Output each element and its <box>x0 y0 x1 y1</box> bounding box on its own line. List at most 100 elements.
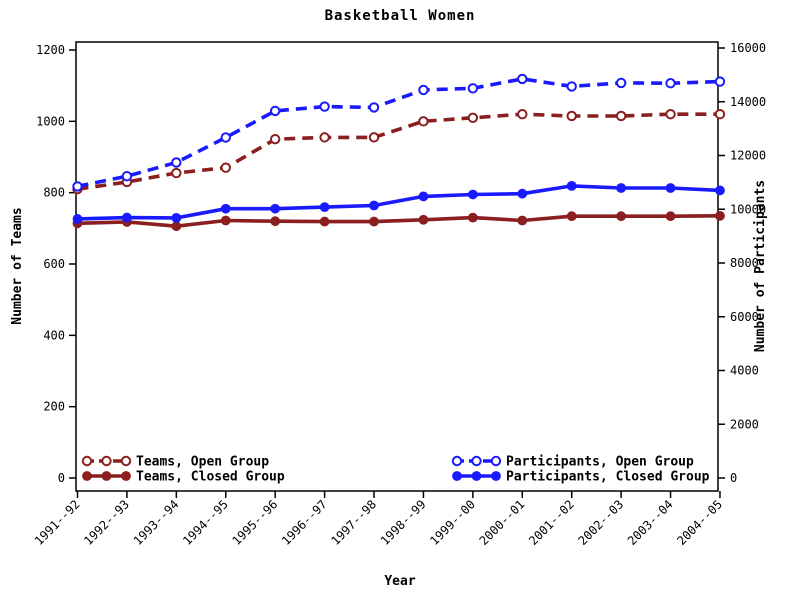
data-point-open <box>72 181 83 192</box>
data-point-filled <box>319 202 330 213</box>
y-right-tick-label: 16000 <box>730 41 766 55</box>
data-point-open <box>368 102 380 113</box>
x-tick-label: 1996--97 <box>279 497 330 548</box>
plot-frame <box>75 41 719 492</box>
data-point-open <box>418 116 429 127</box>
data-point-filled <box>270 216 281 227</box>
series-line <box>77 77 721 189</box>
legend-label: Participants, Closed Group <box>506 470 710 485</box>
data-point-filled <box>452 471 462 481</box>
data-point-open <box>566 110 577 122</box>
y-axis-title-left: Number of Teams <box>10 207 25 325</box>
data-point-filled <box>517 188 528 199</box>
y-right-tick-label: 14000 <box>730 95 766 109</box>
data-point-open <box>467 112 479 123</box>
data-point-filled <box>171 221 182 232</box>
y-right-tick-label: 8000 <box>730 256 759 270</box>
data-point-open <box>120 455 132 467</box>
y-left-tick-label: 600 <box>43 257 65 271</box>
y-left-tick-label: 800 <box>43 186 65 200</box>
data-point-filled <box>171 212 182 223</box>
data-point-open <box>171 157 182 168</box>
y-right-tick-label: 4000 <box>730 364 759 378</box>
y-left-tick-label: 1000 <box>36 114 65 128</box>
data-point-open <box>714 109 726 120</box>
x-tick-label: 1994--95 <box>180 497 231 548</box>
data-point-open <box>121 170 133 182</box>
data-point-filled <box>82 471 92 481</box>
data-point-filled <box>220 203 231 214</box>
data-point-open <box>269 133 281 145</box>
series-teams-closed-group <box>72 210 725 232</box>
data-point-open <box>615 110 627 122</box>
x-tick-label: 1999--00 <box>427 497 478 548</box>
series-participants-open-group <box>72 73 726 192</box>
y-right-tick-label: 6000 <box>730 310 759 324</box>
legend-label: Teams, Closed Group <box>136 470 285 485</box>
data-point-open <box>269 105 281 117</box>
data-point-open <box>471 455 482 467</box>
x-tick-label: 2002--03 <box>575 497 626 548</box>
data-point-filled <box>122 212 132 223</box>
y-right-tick-label: 10000 <box>730 202 766 216</box>
data-point-filled <box>467 189 478 200</box>
chart-title: Basketball Women <box>324 8 476 24</box>
data-point-open <box>319 101 330 112</box>
legend-label: Teams, Open Group <box>136 455 269 470</box>
x-tick-label: 2001--02 <box>526 497 577 548</box>
data-point-filled <box>319 216 330 227</box>
data-point-filled <box>121 471 131 481</box>
data-point-filled <box>418 214 429 225</box>
x-tick-label: 2000--01 <box>477 497 528 548</box>
data-point-open <box>451 455 463 467</box>
x-tick-label: 2004--05 <box>674 497 725 548</box>
data-point-open <box>665 78 676 89</box>
data-point-open <box>566 81 577 92</box>
data-point-filled <box>220 215 231 226</box>
data-point-filled <box>418 191 429 202</box>
x-tick-label: 1991--92 <box>32 497 83 548</box>
data-point-filled <box>471 471 482 481</box>
y-axis-right: 0 2000 4000 6000 8000 10000 12000 14000 16000 <box>718 41 766 485</box>
y-left-tick-label: 200 <box>43 400 65 414</box>
x-tick-label: 2003--04 <box>625 497 676 548</box>
legend-label: Participants, Open Group <box>506 455 694 470</box>
data-point-open <box>665 109 676 120</box>
data-point-open <box>418 84 429 96</box>
series-teams-open-group <box>72 109 726 195</box>
y-right-tick-label: 2000 <box>730 417 759 431</box>
data-point-filled <box>369 216 379 227</box>
data-point-open <box>517 73 528 85</box>
y-left-tick-label: 400 <box>43 328 65 342</box>
data-point-open <box>517 109 528 120</box>
series-participants-closed-group <box>72 180 725 224</box>
y-axis-left: 0 200 400 600 800 1000 1200 <box>36 43 76 485</box>
data-point-open <box>220 162 231 173</box>
data-point-open <box>81 455 93 467</box>
data-point-open <box>220 132 231 143</box>
x-tick-label: 1992--93 <box>81 497 132 548</box>
data-point-open <box>368 132 380 143</box>
data-point-open <box>615 77 627 89</box>
x-tick-label: 1997--98 <box>328 497 379 548</box>
data-point-filled <box>566 211 577 222</box>
series-line <box>77 112 720 191</box>
data-point-open <box>319 132 330 143</box>
data-point-open <box>467 83 479 94</box>
data-point-filled <box>467 212 478 223</box>
x-tick-label: 1998--99 <box>378 497 429 548</box>
data-point-filled <box>715 210 725 221</box>
data-point-open <box>171 167 182 179</box>
data-point-filled <box>369 200 379 211</box>
y-right-tick-label: 12000 <box>730 149 766 163</box>
y-axis-title-right: Number of Participants <box>753 179 768 353</box>
x-axis: 1991--921992--931993--941994--951995--96… <box>32 491 725 548</box>
data-point-filled <box>72 214 83 224</box>
data-point-filled <box>665 183 676 193</box>
series-line <box>77 214 721 229</box>
y-left-tick-label: 1200 <box>36 43 65 57</box>
